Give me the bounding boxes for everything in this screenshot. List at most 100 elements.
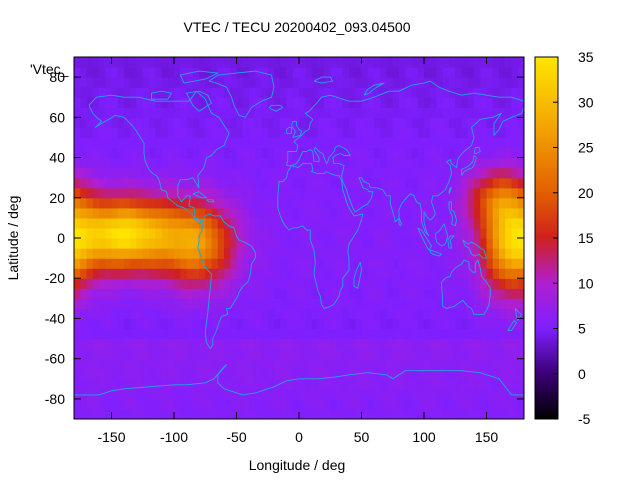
heatmap-cell: [230, 278, 238, 289]
heatmap-cell: [455, 388, 463, 400]
heatmap-cell: [355, 248, 363, 259]
heatmap-cell: [292, 97, 300, 108]
heatmap-cell: [105, 167, 113, 179]
heatmap-cell: [349, 278, 356, 289]
heatmap-cell: [449, 137, 456, 149]
heatmap-cell: [180, 107, 188, 118]
heatmap-cell: [299, 408, 306, 419]
heatmap-cell: [230, 77, 238, 88]
heatmap-cell: [124, 157, 131, 169]
heatmap-cell: [111, 258, 119, 269]
heatmap-cell: [480, 308, 488, 320]
heatmap-cell: [130, 338, 138, 350]
heatmap-cell: [261, 97, 269, 108]
heatmap-cell: [205, 368, 213, 380]
heatmap-cell: [242, 378, 250, 390]
heatmap-cell: [367, 77, 375, 88]
heatmap-cell: [317, 97, 325, 108]
heatmap-cell: [511, 328, 519, 340]
heatmap-cell: [274, 348, 281, 360]
heatmap-cell: [261, 308, 269, 320]
heatmap-cell: [286, 248, 294, 259]
heatmap-cell: [130, 328, 138, 340]
heatmap-cell: [436, 368, 444, 380]
heatmap-cell: [80, 398, 88, 410]
y-tick-label: 20: [49, 190, 65, 206]
heatmap-cell: [224, 358, 231, 370]
heatmap-cell: [299, 338, 306, 350]
heatmap-cell: [461, 127, 469, 139]
heatmap-cell: [205, 207, 213, 219]
heatmap-cell: [124, 117, 131, 128]
heatmap-cell: [505, 298, 513, 309]
heatmap-cell: [236, 117, 244, 128]
heatmap-cell: [155, 57, 163, 68]
heatmap-cell: [336, 358, 344, 370]
heatmap-cell: [342, 288, 350, 299]
heatmap-cell: [324, 227, 331, 239]
heatmap-cell: [349, 77, 356, 88]
heatmap-cell: [74, 137, 81, 149]
heatmap-cell: [486, 177, 494, 189]
heatmap-cell: [449, 77, 456, 88]
heatmap-cell: [149, 378, 156, 390]
heatmap-cell: [217, 368, 225, 380]
heatmap-cell: [367, 348, 375, 360]
heatmap-cell: [224, 408, 231, 419]
heatmap-cell: [286, 157, 294, 169]
heatmap-cell: [286, 227, 294, 239]
heatmap-cell: [124, 278, 131, 289]
heatmap-cell: [461, 87, 469, 98]
heatmap-cell: [242, 87, 250, 98]
heatmap-cell: [311, 117, 319, 128]
heatmap-cell: [455, 127, 463, 139]
heatmap-cell: [192, 117, 200, 128]
y-tick-label: 60: [49, 109, 65, 125]
heatmap-cell: [405, 57, 413, 68]
heatmap-cell: [174, 117, 181, 128]
heatmap-cell: [211, 308, 219, 320]
heatmap-cell: [186, 217, 194, 229]
heatmap-cell: [117, 278, 125, 289]
heatmap-cell: [249, 278, 256, 289]
heatmap-cell: [267, 87, 275, 98]
heatmap-cell: [161, 338, 169, 350]
heatmap-cell: [167, 227, 175, 239]
heatmap-cell: [411, 408, 419, 419]
heatmap-cell: [155, 398, 163, 410]
heatmap-cell: [236, 227, 244, 239]
heatmap-cell: [449, 358, 456, 370]
heatmap-cell: [499, 57, 506, 68]
heatmap-cell: [405, 408, 413, 419]
heatmap-cell: [136, 77, 144, 88]
heatmap-cell: [311, 358, 319, 370]
heatmap-cell: [455, 67, 463, 78]
heatmap-cell: [261, 77, 269, 88]
heatmap-cell: [380, 67, 388, 78]
heatmap-cell: [280, 358, 288, 370]
heatmap-cell: [211, 268, 219, 279]
heatmap-cell: [424, 238, 431, 249]
heatmap-cell: [386, 288, 394, 299]
heatmap-cell: [467, 207, 475, 219]
heatmap-cell: [211, 338, 219, 350]
heatmap-cell: [467, 217, 475, 229]
heatmap-cell: [167, 187, 175, 199]
heatmap-cell: [461, 288, 469, 299]
heatmap-cell: [317, 107, 325, 118]
heatmap-cell: [430, 147, 438, 159]
heatmap-cell: [261, 107, 269, 118]
heatmap-cell: [80, 358, 88, 370]
heatmap-cell: [405, 308, 413, 320]
heatmap-cell: [474, 328, 481, 340]
heatmap-cell: [342, 308, 350, 320]
heatmap-cell: [99, 67, 106, 78]
coastline-novaya-zemlya: [363, 82, 385, 96]
heatmap-cell: [174, 318, 181, 330]
heatmap-cell: [405, 328, 413, 340]
heatmap-cell: [486, 207, 494, 219]
heatmap-cell: [499, 298, 506, 309]
heatmap-cell: [230, 197, 238, 209]
heatmap-cell: [186, 137, 194, 149]
heatmap-cell: [355, 398, 363, 410]
